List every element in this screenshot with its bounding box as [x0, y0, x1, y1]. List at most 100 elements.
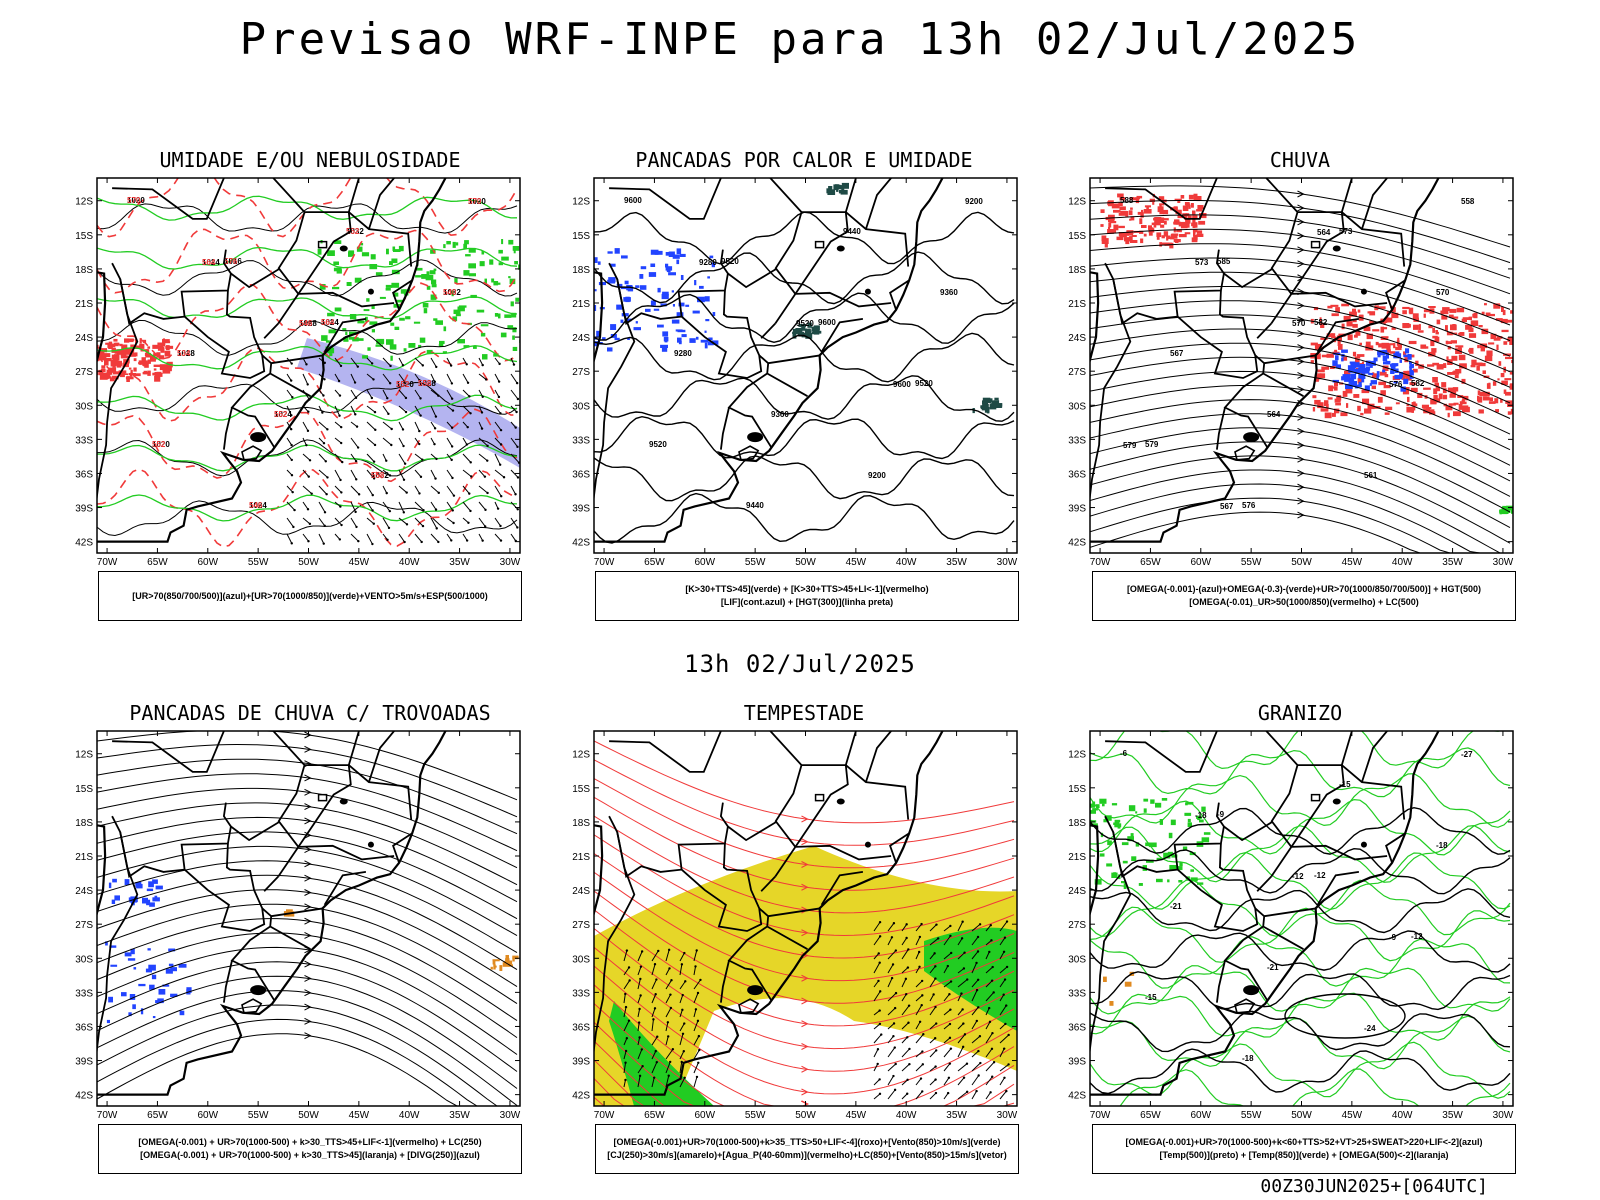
- lon-tick-label: 35W: [946, 557, 967, 568]
- contour-label: 570: [1292, 319, 1306, 328]
- humidity-1000-850-area: [403, 348, 407, 352]
- wind-vector: [430, 373, 436, 383]
- contour-label: 9440: [843, 227, 861, 236]
- lif-contour: [554, 337, 560, 340]
- divergence-area: [146, 888, 154, 892]
- contour-label: 1032: [346, 227, 364, 236]
- rain-area: [1177, 200, 1181, 203]
- lat-tick-label: 15S: [572, 231, 590, 242]
- wind-vector: [446, 437, 453, 447]
- rain-area: [1484, 355, 1493, 362]
- lif-contour: [602, 337, 606, 340]
- thickness-area: [128, 367, 132, 370]
- thickness-area: [103, 357, 112, 362]
- divergence-area: [151, 974, 157, 980]
- streamline: [594, 740, 1015, 824]
- divergence-area: [75, 980, 78, 983]
- lif-contour: [708, 337, 713, 340]
- lake-marker: [747, 985, 764, 996]
- rain-area: [1108, 216, 1115, 223]
- rain-area: [1408, 340, 1417, 345]
- rain-area: [1352, 319, 1357, 323]
- rain-area: [1175, 240, 1179, 243]
- wind-vector: [637, 951, 643, 962]
- border-line: [1270, 764, 1299, 823]
- omega-500-area: [1074, 1003, 1079, 1006]
- lon-tick-label: 65W: [644, 557, 665, 568]
- rain-area: [1367, 403, 1375, 410]
- border-line: [1361, 178, 1388, 230]
- rain-area: [1118, 213, 1126, 216]
- lon-tick-label: 30W: [1493, 1110, 1514, 1121]
- humidity-1000-850-area: [439, 340, 445, 344]
- wind-vector: [693, 1020, 699, 1032]
- rain-area: [1326, 353, 1334, 358]
- border-line: [681, 843, 763, 932]
- jet-250-area: [594, 846, 1017, 1106]
- wind-vector: [623, 1062, 627, 1074]
- contour-label: -15: [1145, 993, 1157, 1002]
- wind-vector: [334, 437, 342, 444]
- instability-area: [506, 960, 513, 965]
- border-line: [1341, 211, 1406, 267]
- wind-vector: [366, 373, 374, 380]
- rain-area: [1352, 323, 1358, 328]
- omega-500-area: [1069, 983, 1076, 988]
- wind-vector: [510, 389, 519, 400]
- wind-vector: [350, 501, 357, 513]
- omega-area: [1362, 368, 1370, 374]
- humidity-1000-850-area: [463, 270, 470, 276]
- border-line: [263, 322, 279, 339]
- rain-area: [1423, 408, 1431, 414]
- rain-area: [1455, 345, 1464, 348]
- wind-vector: [334, 485, 342, 493]
- wind-vector: [985, 951, 990, 960]
- divergence-area: [57, 987, 59, 993]
- border-line: [845, 211, 910, 267]
- temp-850-contour: [1058, 812, 1061, 816]
- border-line: [1340, 178, 1353, 213]
- rain-area: [1378, 343, 1385, 348]
- lon-tick-label: 60W: [1191, 557, 1212, 568]
- wind-vector: [887, 1075, 894, 1086]
- rain-area: [1143, 209, 1152, 214]
- humidity-1000-850-area: [361, 252, 370, 257]
- rain-area: [1428, 325, 1433, 329]
- wind-vector: [915, 980, 923, 988]
- contour-label: -18: [1242, 1054, 1254, 1063]
- lat-tick-label: 36S: [1068, 1022, 1086, 1033]
- rain-area: [1320, 337, 1328, 340]
- rain-area: [1382, 327, 1388, 330]
- contour-label: 582: [1314, 318, 1328, 327]
- rain-area: [1144, 205, 1151, 208]
- divergence-area: [165, 968, 173, 974]
- lat-tick-label: 42S: [572, 538, 590, 549]
- contour-label: -12: [1411, 932, 1423, 941]
- rain-area: [1193, 193, 1198, 197]
- divergence-area: [142, 897, 148, 904]
- lat-tick-label: 27S: [75, 920, 93, 931]
- rain-area: [1319, 373, 1326, 379]
- wind-vector: [999, 1005, 1007, 1016]
- rain-area: [1490, 313, 1495, 317]
- contour-label: 570: [127, 196, 141, 205]
- humidity-1000-850-area: [451, 290, 454, 297]
- rain-area: [1125, 241, 1130, 245]
- rain-area: [1418, 364, 1424, 369]
- rain-area: [1484, 303, 1487, 306]
- convection-area: [798, 331, 805, 337]
- rain-area: [1505, 391, 1511, 396]
- thickness-area: [97, 344, 99, 349]
- rain-area: [1409, 310, 1413, 315]
- wind-vector: [985, 1092, 992, 1100]
- rain-area: [1480, 346, 1485, 352]
- contour-label: 546: [249, 501, 263, 510]
- rain-area: [1160, 218, 1169, 221]
- divergence-area: [168, 963, 174, 967]
- contour-label: 9280: [674, 349, 692, 358]
- rain-area: [1334, 381, 1338, 387]
- rain-area: [1432, 362, 1440, 366]
- divergence-area: [149, 984, 155, 990]
- rain-area: [1517, 356, 1520, 360]
